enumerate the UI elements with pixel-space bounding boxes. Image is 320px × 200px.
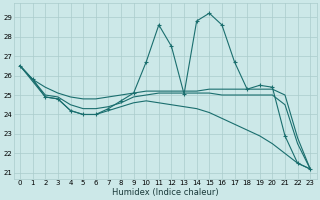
X-axis label: Humidex (Indice chaleur): Humidex (Indice chaleur) [112, 188, 219, 197]
